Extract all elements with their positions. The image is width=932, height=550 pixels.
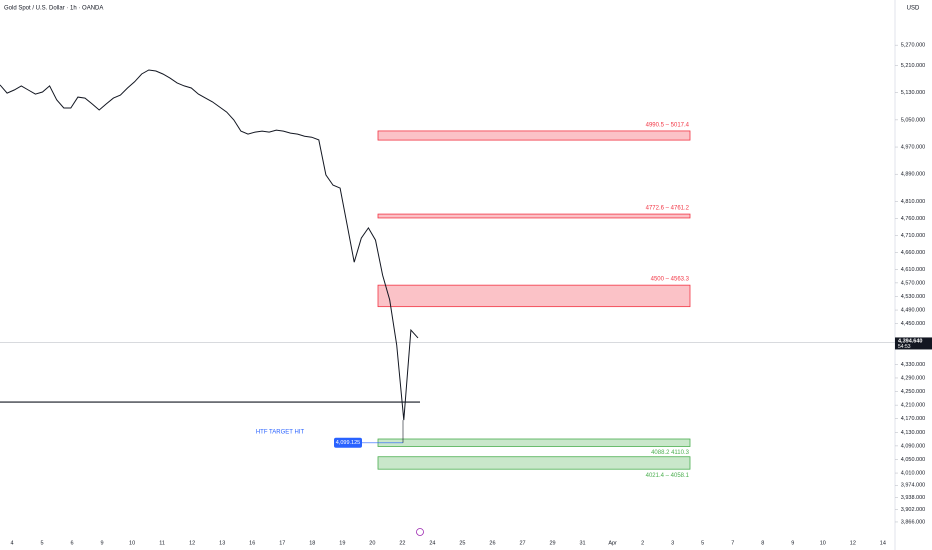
x-tick-label: 20 <box>369 540 375 546</box>
zone <box>377 284 691 308</box>
last-price-label: 4,394.640 <box>898 338 922 344</box>
currency: USD <box>907 6 920 12</box>
zone <box>377 438 691 447</box>
y-tick-label: 4,170.000 <box>901 416 925 422</box>
x-tick-label: 10 <box>129 540 135 546</box>
x-tick-label: 22 <box>399 540 405 546</box>
x-tick-label: 12 <box>189 540 195 546</box>
x-tick-label: 29 <box>549 540 555 546</box>
low-marker-tag <box>334 437 362 448</box>
x-tick-label: 3 <box>671 540 674 546</box>
last-price-tag <box>895 337 932 350</box>
zone-label: 4772.6 – 4761.2 <box>646 206 690 212</box>
zone <box>377 130 691 141</box>
y-tick-label: 5,210.000 <box>901 63 925 69</box>
zone-label: 4990.5 – 5017.4 <box>646 123 690 129</box>
y-tick-label: 4,130.000 <box>901 430 925 436</box>
x-tick-label: 26 <box>489 540 495 546</box>
y-tick-label: 4,570.000 <box>901 280 925 286</box>
zone-label: 4088.2 4110.3 <box>651 450 690 456</box>
y-tick-label: 5,050.000 <box>901 117 925 123</box>
y-tick-label: 4,250.000 <box>901 389 925 395</box>
zone <box>377 456 691 470</box>
x-tick-label: 6 <box>71 540 74 546</box>
y-tick-label: 3,938.000 <box>901 495 925 501</box>
y-tick-label: 4,760.000 <box>901 216 925 222</box>
y-tick-label: 3,866.000 <box>901 519 925 525</box>
x-tick-label: 24 <box>429 540 435 546</box>
y-tick-label: 5,270.000 <box>901 43 925 49</box>
low-marker-label: 4,099.125 <box>336 440 360 446</box>
zone-label: 4500 – 4563.3 <box>651 277 690 283</box>
y-tick-label: 4,050.000 <box>901 457 925 463</box>
x-tick-label: 25 <box>459 540 465 546</box>
x-tick-label: 12 <box>850 540 856 546</box>
annotation: HTF TARGET HIT <box>256 430 305 436</box>
x-tick-label: 11 <box>159 540 165 546</box>
x-tick-label: 31 <box>580 540 586 546</box>
x-tick-label: 17 <box>279 540 285 546</box>
y-tick-label: 4,660.000 <box>901 250 925 256</box>
y-tick-label: 4,090.000 <box>901 443 925 449</box>
y-tick-label: 4,450.000 <box>901 321 925 327</box>
chart-title: Gold Spot / U.S. Dollar · 1h · OANDA <box>4 6 103 12</box>
y-tick-label: 4,210.000 <box>901 403 925 409</box>
zone <box>377 213 691 219</box>
y-tick-label: 4,810.000 <box>901 199 925 205</box>
y-tick-label: 5,130.000 <box>901 90 925 96</box>
countdown: 54:53 <box>898 344 911 350</box>
x-tick-label: 9 <box>791 540 794 546</box>
x-tick-label: 4 <box>10 540 13 546</box>
x-tick-label: 9 <box>101 540 104 546</box>
y-tick-label: 4,610.000 <box>901 267 925 273</box>
x-tick-label: 19 <box>339 540 345 546</box>
y-tick-label: 4,710.000 <box>901 233 925 239</box>
zone-label: 4021.4 – 4058.1 <box>646 473 690 479</box>
y-tick-label: 4,530.000 <box>901 294 925 300</box>
x-tick-label: 5 <box>40 540 43 546</box>
y-tick-label: 4,970.000 <box>901 144 925 150</box>
event-icon[interactable] <box>416 528 424 536</box>
price-line <box>0 69 419 421</box>
y-tick-label: 4,010.000 <box>901 471 925 477</box>
y-tick-label: 3,974.000 <box>901 483 925 489</box>
x-tick-label: 8 <box>761 540 764 546</box>
x-tick-label: 10 <box>820 540 826 546</box>
y-tick-label: 4,890.000 <box>901 172 925 178</box>
x-tick-label: 14 <box>880 540 886 546</box>
x-tick-label: 13 <box>219 540 225 546</box>
y-tick-label: 4,290.000 <box>901 375 925 381</box>
x-tick-label: 16 <box>249 540 255 546</box>
y-tick-label: 4,490.000 <box>901 308 925 314</box>
x-tick-label: 2 <box>641 540 644 546</box>
x-tick-label: 18 <box>309 540 315 546</box>
x-tick-label: 5 <box>701 540 704 546</box>
x-tick-label: Apr <box>608 540 617 546</box>
y-tick-label: 4,330.000 <box>901 362 925 368</box>
y-tick-label: 3,902.000 <box>901 507 925 513</box>
x-tick-label: 7 <box>731 540 734 546</box>
x-tick-label: 27 <box>519 540 525 546</box>
